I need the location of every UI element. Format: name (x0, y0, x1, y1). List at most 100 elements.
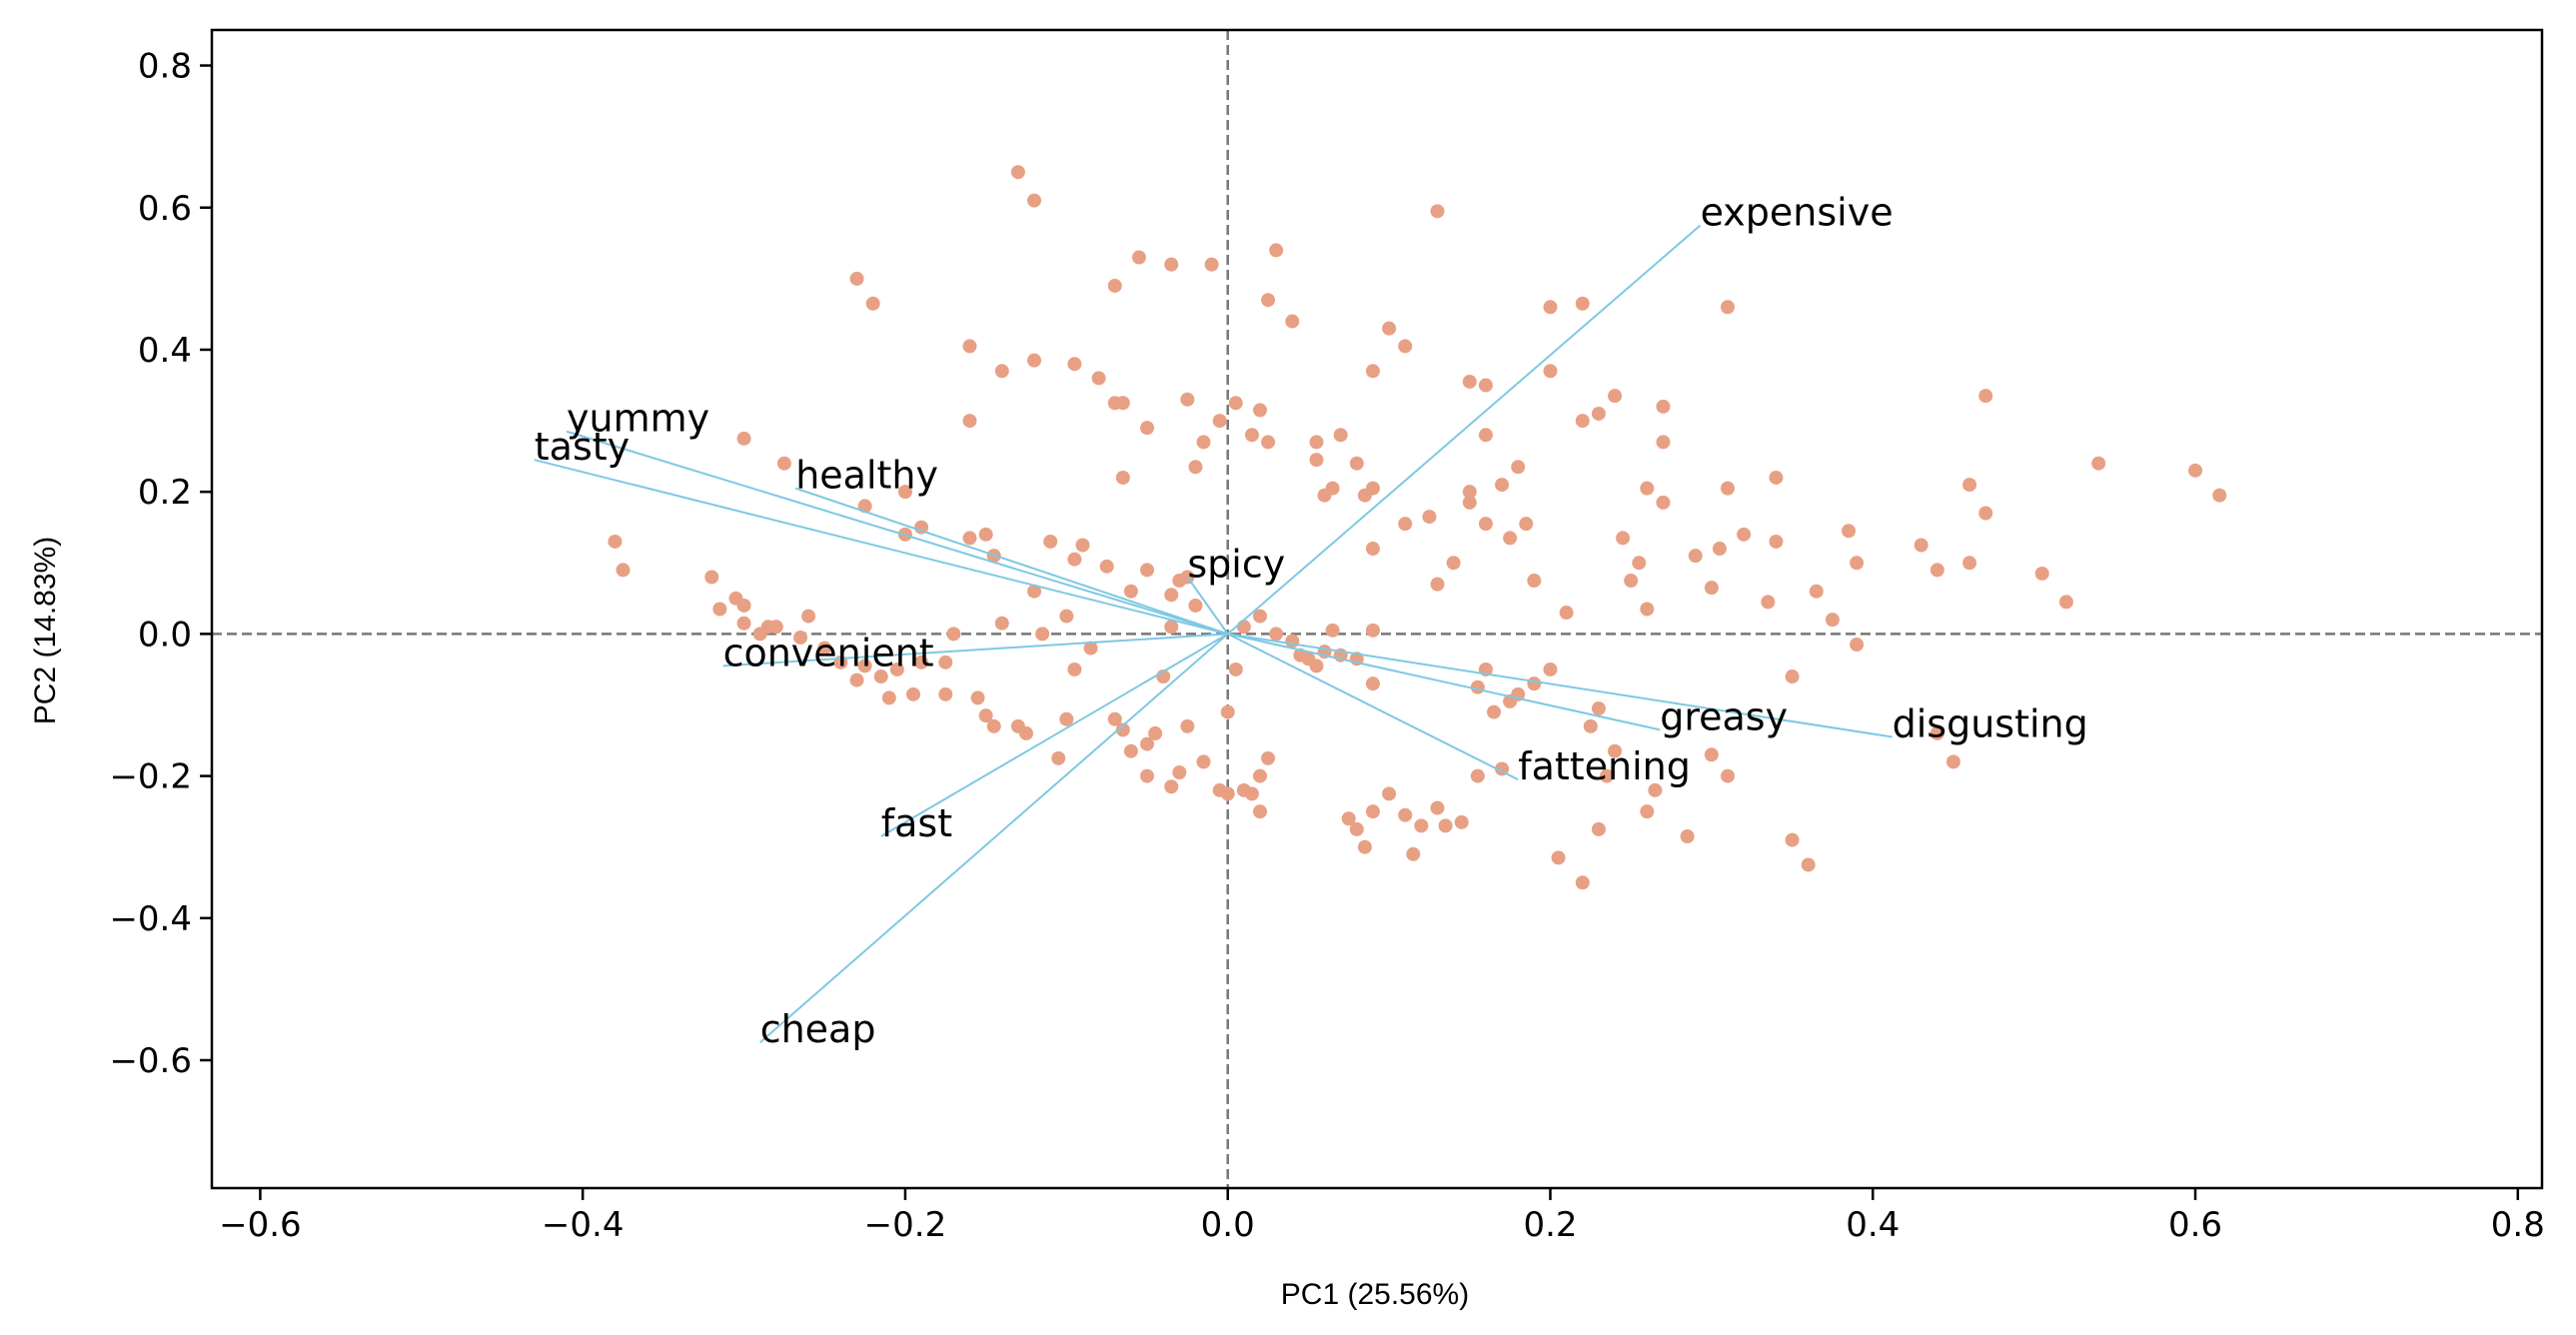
data-point (1825, 613, 1840, 628)
data-point (776, 456, 791, 471)
data-point (1962, 556, 1977, 571)
data-point (1478, 378, 1493, 393)
data-point (1365, 804, 1380, 819)
data-point (2058, 595, 2073, 610)
data-point (1341, 811, 1356, 826)
data-point (712, 602, 727, 617)
data-point (1704, 581, 1719, 596)
axes-frame (210, 28, 2544, 1190)
x-tick-label: −0.2 (864, 1205, 947, 1245)
data-point (1188, 598, 1203, 613)
data-point (1398, 807, 1413, 822)
data-point (1349, 456, 1364, 471)
data-point (1382, 321, 1397, 336)
data-point (1608, 389, 1623, 404)
data-point (1608, 743, 1623, 758)
data-point (1978, 389, 1993, 404)
data-point (1640, 804, 1655, 819)
data-point (1454, 814, 1469, 829)
loading-label-spicy: spicy (1187, 543, 1285, 587)
data-point (1164, 620, 1179, 635)
data-point (1462, 374, 1477, 389)
data-point (914, 655, 929, 669)
data-point (1244, 786, 1259, 801)
y-tick-label: 0.4 (138, 331, 192, 371)
data-point (1309, 435, 1324, 450)
data-point (986, 718, 1001, 733)
data-point (962, 339, 977, 354)
y-tick-label: −0.4 (109, 899, 192, 939)
data-point (1140, 768, 1155, 783)
data-point (1785, 669, 1800, 684)
data-point (1978, 506, 1993, 521)
data-point (2091, 456, 2106, 471)
data-point (1527, 574, 1542, 589)
data-point (1261, 293, 1276, 308)
data-point (1511, 460, 1526, 475)
data-point (1148, 725, 1163, 740)
data-point (1252, 403, 1267, 418)
data-point (1051, 750, 1066, 765)
data-point (1115, 470, 1130, 485)
data-point (1365, 623, 1380, 638)
data-point (994, 364, 1009, 379)
data-point (1107, 711, 1122, 726)
y-axis-label: PC2 (14.83%) (29, 537, 62, 724)
data-point (1930, 563, 1944, 578)
y-tick-label: −0.2 (109, 757, 192, 797)
data-point (1575, 414, 1590, 429)
data-point (1059, 609, 1074, 624)
data-point (1962, 478, 1977, 493)
x-tick-label: 0.2 (1523, 1205, 1577, 1245)
data-point (1422, 510, 1437, 525)
x-tick-label: 0.6 (2168, 1205, 2222, 1245)
data-point (1285, 314, 1300, 329)
y-tick-label: 0.6 (138, 189, 192, 229)
data-point (906, 686, 921, 701)
data-point (1680, 829, 1695, 844)
data-point (889, 662, 904, 676)
data-point (1487, 704, 1502, 719)
data-point (1648, 782, 1663, 797)
x-tick-label: 0.8 (2491, 1205, 2545, 1245)
data-point (1462, 495, 1477, 510)
data-point (817, 641, 832, 656)
y-tick-label: 0.8 (138, 47, 192, 87)
data-point (1107, 278, 1122, 293)
data-point (1035, 627, 1050, 642)
data-point (994, 616, 1009, 631)
data-point (1382, 786, 1397, 801)
data-point (1591, 406, 1606, 421)
data-point (1180, 392, 1195, 407)
data-point (1228, 396, 1243, 411)
data-point (1640, 481, 1655, 496)
data-point (1228, 662, 1243, 676)
data-point (1140, 563, 1155, 578)
data-point (1164, 257, 1179, 272)
data-point (1438, 818, 1453, 833)
data-point (1478, 517, 1493, 532)
data-point (1656, 435, 1671, 450)
data-point (1543, 300, 1558, 315)
data-point (1809, 584, 1824, 599)
data-point (1591, 701, 1606, 716)
data-point (1543, 662, 1558, 676)
loading-vector-spicy (1186, 576, 1229, 635)
loading-label-tasty: tasty (535, 425, 630, 469)
data-point (1261, 435, 1276, 450)
data-point (616, 563, 631, 578)
data-point (1252, 768, 1267, 783)
data-point (946, 627, 961, 642)
data-point (1503, 531, 1518, 546)
loading-vector-convenient (722, 633, 1228, 668)
data-point (1285, 634, 1300, 649)
data-point (962, 531, 977, 546)
loading-vector-tasty (534, 459, 1228, 636)
data-point (1027, 353, 1042, 368)
data-point (962, 414, 977, 429)
data-point (801, 609, 816, 624)
data-point (760, 620, 775, 635)
loading-label-disgusting: disgusting (1893, 701, 2088, 745)
data-point (1721, 300, 1736, 315)
